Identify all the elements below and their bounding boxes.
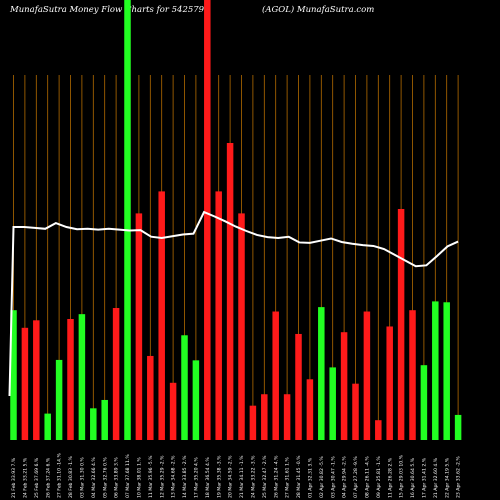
bar-14 — [158, 191, 165, 440]
x-tick-label: 20 Mar 34.59 -2.% — [228, 455, 234, 498]
x-tick-label: 08 Apr 26.11 -4.% — [365, 456, 371, 498]
x-tick-label: 28 Feb 30.83 -1.% — [68, 455, 74, 498]
bar-29 — [329, 367, 336, 440]
x-tick-label: 15 Apr 29.03 10.% — [399, 454, 405, 498]
bar-32 — [363, 311, 371, 440]
x-tick-label: 09 Apr 25.81 -1.% — [376, 456, 382, 498]
bar-6 — [67, 319, 74, 440]
x-tick-label: 14 Mar 33.85 -2.% — [182, 455, 188, 498]
bar-13 — [147, 355, 154, 440]
chart-title-right: (AGOL) MunafaSutra.com — [262, 5, 375, 15]
x-tick-label: 17 Mar 35.20 4.% — [194, 457, 200, 498]
bar-35 — [397, 209, 405, 440]
x-tick-label: 12 Mar 35.29 -2.% — [159, 455, 165, 498]
chart-title-left: MunafaSutra Money Flow Charts for 542579 — [10, 5, 205, 15]
x-tick-label: 21 Feb 33.93 7.% — [11, 457, 17, 498]
x-tick-label: 04 Apr 29.94 -2.% — [342, 456, 348, 498]
x-tick-label: 02 Apr 30.82 -5.% — [319, 456, 325, 498]
x-tick-label: 01 Apr 32.31 3.% — [308, 457, 314, 498]
bar-39 — [443, 302, 450, 440]
bar-18 — [204, 0, 211, 440]
x-tick-label: 18 Mar 36.54 4.% — [205, 457, 211, 498]
x-tick-label: 16 Apr 30.64 5.% — [410, 457, 416, 498]
x-tick-label: 06 Mar 33.89 3.% — [114, 457, 120, 498]
x-axis-labels: 21 Feb 33.93 7.% 24 Feb 33.21 5.% 25 Feb 3… — [11, 453, 462, 498]
bar-10 — [112, 308, 120, 440]
bar-12 — [135, 213, 143, 440]
x-tick-label: 22 Apr 34.19 5.% — [444, 457, 450, 498]
x-tick-label: 27 Mar 31.61 1.% — [285, 457, 291, 498]
x-tick-label: 27 Feb 31.10 -14.% — [57, 453, 63, 498]
x-tick-label: 28 Mar 31.45 -0.% — [296, 455, 302, 498]
bar-37 — [420, 365, 428, 440]
bar-30 — [340, 332, 348, 440]
bar-8 — [90, 408, 97, 440]
x-tick-label: 21 Apr 32.60 4.% — [433, 457, 439, 498]
bar-26 — [295, 333, 302, 440]
x-tick-label: 25 Feb 37.69 6.% — [34, 457, 40, 498]
bar-3 — [33, 320, 40, 440]
bar-16 — [181, 335, 188, 440]
x-tick-label: 19 Mar 35.38 -3.% — [216, 455, 222, 498]
bar-series — [10, 0, 462, 440]
x-tick-label: 25 Mar 32.47 -2.% — [262, 455, 268, 498]
x-tick-label: 03 Mar 31.30 0.% — [80, 457, 86, 498]
bar-1 — [10, 310, 17, 440]
bar-38 — [432, 301, 439, 440]
bar-2 — [21, 327, 29, 440]
x-tick-label: 17 Apr 31.41 2.% — [422, 457, 428, 498]
bar-20 — [226, 143, 234, 440]
bar-23 — [261, 394, 268, 440]
x-tick-label: 13 Mar 34.68 -2.% — [171, 455, 177, 498]
x-tick-label: 21 Mar 34.11 -1.% — [239, 455, 245, 498]
bar-24 — [272, 311, 279, 440]
bar-9 — [101, 399, 108, 440]
x-tick-label: 11 Apr 26.28 2.% — [387, 457, 393, 498]
bar-28 — [318, 307, 325, 440]
bar-27 — [306, 379, 314, 440]
bar-15 — [169, 382, 177, 440]
bar-21 — [238, 213, 245, 440]
bar-19 — [215, 191, 222, 440]
x-tick-label: 07 Apr 27.28 -9.% — [353, 456, 359, 498]
bar-25 — [283, 394, 291, 440]
bar-36 — [409, 310, 416, 440]
x-tick-label: 04 Mar 32.66 4.% — [91, 457, 97, 498]
x-tick-label: 05 Mar 32.76 0.% — [102, 457, 108, 498]
bar-34 — [386, 326, 393, 440]
x-tick-label: 26 Mar 31.24 -4.% — [273, 455, 279, 498]
x-tick-label: 03 Apr 30.47 -1.% — [330, 456, 336, 498]
x-tick-label: 07 Mar 37.68 11.% — [125, 454, 131, 498]
bar-7 — [78, 314, 86, 440]
x-tick-label: 24 Feb 33.21 5.% — [23, 457, 29, 498]
bar-11 — [124, 0, 131, 440]
bar-22 — [249, 405, 257, 440]
bar-33 — [375, 420, 382, 440]
x-tick-label: 11 Mar 35.96 -5.% — [148, 455, 154, 498]
x-tick-label: 24 Mar 33.22 -3.% — [251, 455, 257, 498]
x-tick-label: 26 Feb 37.24 6.% — [45, 457, 51, 498]
money-flow-line — [8, 210, 459, 397]
bar-5 — [55, 359, 63, 440]
bar-17 — [192, 360, 200, 440]
x-tick-label: 23 Apr 33.62 -2.% — [456, 456, 462, 498]
bar-40 — [454, 414, 462, 440]
bar-4 — [44, 413, 51, 440]
bar-31 — [352, 383, 359, 440]
x-tick-label: 10 Mar 38.01 1.% — [137, 457, 143, 498]
